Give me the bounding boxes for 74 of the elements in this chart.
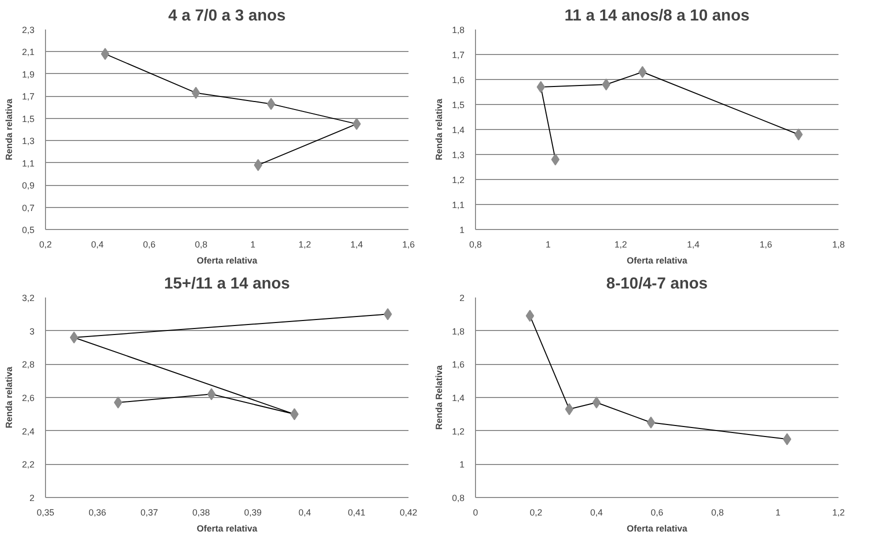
- chart-title: 8-10/4-7 anos: [606, 276, 708, 292]
- x-tick-label: 1: [250, 240, 256, 250]
- x-tick-label: 0,6: [650, 508, 664, 518]
- x-tick-label: 1: [546, 240, 551, 250]
- y-tick-label: 2,2: [22, 460, 35, 470]
- y-tick-label: 1,2: [452, 175, 465, 185]
- y-tick-label: 1,3: [452, 150, 465, 160]
- y-tick-label: 1,4: [452, 125, 465, 135]
- y-tick-label: 1,7: [22, 92, 35, 102]
- y-tick-label: 0,7: [22, 202, 35, 213]
- x-tick-label: 0,41: [348, 508, 366, 518]
- y-axis-title: Renda relativa: [4, 98, 14, 160]
- y-tick-label: 1,3: [22, 136, 35, 146]
- y-tick-label: 1,5: [452, 100, 465, 110]
- y-tick-label: 1: [459, 460, 465, 470]
- x-tick-label: 0: [472, 508, 478, 518]
- y-tick-label: 0,5: [22, 225, 35, 235]
- x-tick-label: 0,2: [39, 240, 52, 250]
- y-tick-label: 1,7: [452, 50, 465, 60]
- x-tick-label: 0,2: [530, 508, 542, 518]
- y-tick-label: 2,6: [22, 393, 35, 403]
- x-axis-title: Oferta relativa: [196, 256, 258, 266]
- x-tick-label: 0,39: [244, 508, 262, 518]
- y-tick-label: 2: [29, 493, 35, 503]
- y-tick-label: 3: [29, 326, 35, 336]
- x-tick-label: 1,4: [687, 240, 700, 250]
- x-tick-label: 0,8: [469, 240, 482, 250]
- x-tick-label: 0,35: [36, 508, 54, 518]
- x-tick-label: 1,8: [832, 240, 845, 250]
- y-tick-label: 2: [459, 293, 465, 303]
- y-tick-label: 3,2: [22, 293, 35, 303]
- y-tick-label: 1,9: [22, 69, 35, 80]
- x-axis-title: Oferta relativa: [626, 256, 688, 266]
- y-tick-label: 0,8: [452, 493, 465, 503]
- y-axis-title: Renda relativa: [4, 366, 14, 428]
- y-tick-label: 2,4: [22, 426, 35, 436]
- x-tick-label: 0,36: [88, 508, 106, 518]
- y-tick-label: 1,6: [452, 75, 465, 85]
- x-tick-label: 1,2: [832, 508, 845, 518]
- x-tick-label: 1,2: [298, 240, 312, 250]
- y-tick-label: 1,5: [22, 114, 35, 124]
- x-tick-label: 0,38: [192, 508, 210, 518]
- y-tick-label: 1,6: [452, 360, 465, 370]
- y-tick-label: 2,1: [22, 47, 35, 58]
- x-axis-title: Oferta relativa: [196, 524, 258, 534]
- y-tick-label: 2,8: [22, 360, 35, 370]
- y-tick-label: 1: [459, 225, 465, 235]
- x-tick-label: 0,37: [140, 508, 158, 518]
- x-axis-title: Oferta relativa: [626, 524, 688, 534]
- y-axis-title: Renda relativa: [434, 98, 444, 160]
- y-tick-label: 0,9: [22, 180, 35, 191]
- y-tick-label: 1,1: [452, 200, 465, 210]
- chart-title: 11 a 14 anos/8 a 10 anos: [564, 8, 750, 24]
- x-tick-label: 0,4: [91, 240, 104, 250]
- x-tick-label: 0,4: [590, 508, 603, 518]
- x-tick-label: 1,4: [350, 240, 363, 250]
- y-tick-label: 1,1: [22, 158, 35, 168]
- y-axis-title: Renda Relativa: [434, 364, 444, 430]
- x-tick-label: 0,8: [194, 240, 208, 250]
- x-tick-label: 1,6: [402, 240, 415, 250]
- x-tick-label: 1,6: [760, 240, 772, 250]
- y-tick-label: 1,4: [452, 393, 465, 403]
- y-tick-label: 1,2: [452, 426, 465, 436]
- x-tick-label: 1: [775, 508, 781, 518]
- x-tick-label: 0,42: [400, 508, 418, 518]
- x-tick-label: 0,4: [298, 508, 312, 518]
- y-tick-label: 1,8: [452, 326, 465, 336]
- y-tick-label: 1,8: [452, 25, 465, 35]
- chart-title: 4 a 7/0 a 3 anos: [168, 8, 286, 24]
- x-tick-label: 0,6: [142, 240, 156, 250]
- x-tick-label: 0,8: [711, 508, 724, 518]
- x-tick-label: 1,2: [614, 240, 627, 250]
- y-tick-label: 2,3: [22, 25, 35, 35]
- chart-title: 15+/11 a 14 anos: [164, 276, 290, 292]
